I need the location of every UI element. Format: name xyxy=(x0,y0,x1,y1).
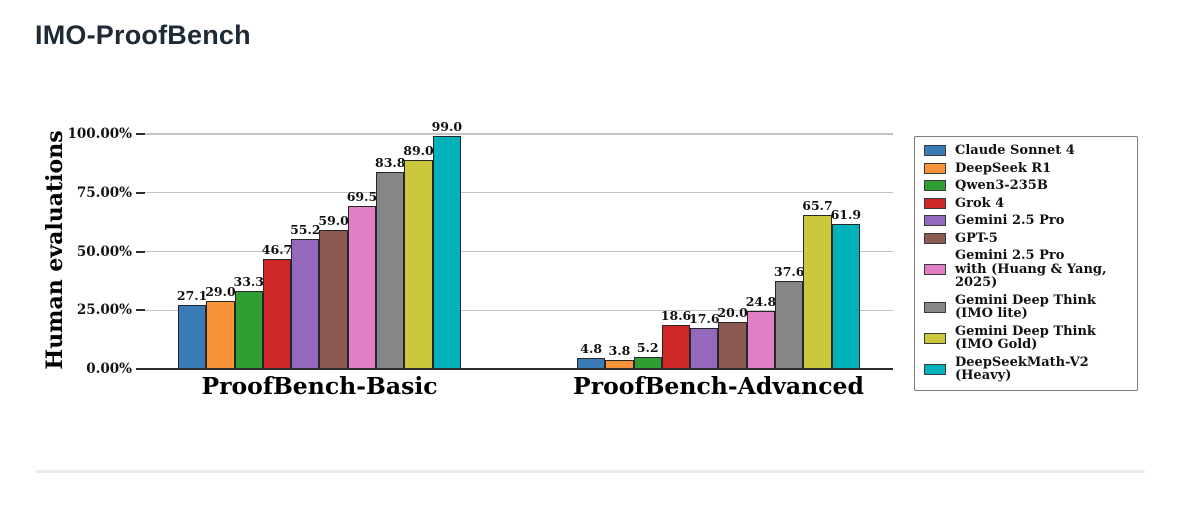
bar-value-label: 24.8 xyxy=(745,293,777,309)
legend-item-gpt-5: GPT-5 xyxy=(924,230,1128,246)
bar-claude-sonnet-4: 27.1 xyxy=(177,288,207,369)
gridline-50 xyxy=(145,250,893,253)
legend-item-grok-4: Grok 4 xyxy=(924,195,1128,211)
legend-label: Qwen3-235B xyxy=(955,178,1048,193)
legend-swatch xyxy=(924,197,946,209)
legend-item-deepseekmath-v2-heavy: DeepSeekMath-V2 (Heavy) xyxy=(924,354,1128,383)
bar-value-label: 33.3 xyxy=(233,273,264,289)
legend-item-qwen3-235b: Qwen3-235B xyxy=(924,179,1128,193)
legend-item-gemini-2-5-pro: Gemini 2.5 Pro xyxy=(924,214,1128,228)
legend-swatch xyxy=(924,363,946,375)
bar-value-label: 83.8 xyxy=(374,155,406,171)
bar-value-label: 27.1 xyxy=(176,288,208,304)
x-category-label: ProofBench-Advanced xyxy=(573,372,864,400)
bar-deepseek-r1: 3.8 xyxy=(605,343,634,369)
legend-item-claude-sonnet-4: Claude Sonnet 4 xyxy=(924,144,1128,158)
bar-deepseek-r1: 29.0 xyxy=(205,284,236,369)
bar-claude-sonnet-4: 4.8 xyxy=(577,341,606,369)
bar-value-label: 55.2 xyxy=(290,222,321,238)
y-tick-mark xyxy=(136,133,145,135)
bar-value-label: 46.7 xyxy=(261,242,293,258)
bar-value-label: 65.7 xyxy=(802,197,833,213)
bar-group-proofbench-basic: 27.1 29.0 33.3 46.7 55.2 59.0 69.5 83.8 89.0 99.0 xyxy=(177,119,462,369)
bar-deepseekmath-v2-heavy: 99.0 xyxy=(432,119,462,369)
y-tick-mark xyxy=(136,309,145,312)
bar-value-label: 20.0 xyxy=(717,305,748,320)
legend-item-gemini-2-5-pro: Gemini 2.5 Pro with (Huang & Yang, 2025) xyxy=(924,249,1128,290)
gridline-75 xyxy=(145,192,893,194)
bar-group-proofbench-advanced: 4.8 3.8 5.2 18.6 17.6 20.0 24.8 37.6 65.7 61.9 xyxy=(577,198,861,369)
bar-qwen3-235b: 5.2 xyxy=(633,340,662,369)
y-tick-label: 50.00% xyxy=(76,243,132,260)
legend-label: Claude Sonnet 4 xyxy=(955,143,1075,158)
bar-gemini-2-5-pro: 17.6 xyxy=(689,311,720,369)
legend-label: Gemini Deep Think (IMO lite) xyxy=(955,292,1096,321)
bar-value-label: 37.6 xyxy=(773,263,805,279)
legend-item-deepseek-r1: DeepSeek R1 xyxy=(924,160,1128,176)
legend-label: DeepSeek R1 xyxy=(955,160,1052,176)
plot-area: 0.00% 25.00% 50.00% 75.00% 100.00% 27.1 29.0 33… xyxy=(68,119,893,400)
legend-swatch xyxy=(924,301,946,313)
bar-value-label: 29.0 xyxy=(205,283,236,299)
chart-legend: Claude Sonnet 4 DeepSeek R1 Qwen3-235B Grok… xyxy=(914,136,1138,391)
bar-value-label: 61.9 xyxy=(830,206,862,222)
bar-value-label: 89.0 xyxy=(403,142,434,158)
bar-grok-4: 46.7 xyxy=(262,242,292,369)
bar-value-label: 99.0 xyxy=(431,119,463,135)
legend-swatch xyxy=(924,145,946,157)
bar-value-label: 5.2 xyxy=(636,339,659,355)
bar-gpt-5: 20.0 xyxy=(717,305,748,369)
legend-label: Grok 4 xyxy=(955,195,1005,211)
bar-gemini-2-5-pro: 24.8 xyxy=(746,294,776,369)
legend-swatch xyxy=(924,215,946,227)
legend-item-gemini-deep-think: Gemini Deep Think (IMO lite) xyxy=(924,292,1128,321)
y-tick-label: 25.00% xyxy=(76,302,132,319)
x-category-label: ProofBench-Basic xyxy=(201,372,438,400)
page-title: IMO-ProofBench xyxy=(35,20,251,50)
y-tick-mark xyxy=(136,368,145,370)
bar-qwen3-235b: 33.3 xyxy=(234,274,264,369)
y-tick-mark xyxy=(136,191,145,194)
gridline-100 xyxy=(145,133,893,135)
bar-value-label: 69.5 xyxy=(346,188,378,204)
bar-value-label: 59.0 xyxy=(318,213,349,229)
bar-deepseekmath-v2-heavy: 61.9 xyxy=(831,207,861,369)
bar-value-label: 4.8 xyxy=(580,340,603,356)
legend-swatch xyxy=(924,263,946,275)
y-tick-label: 100.00% xyxy=(67,126,133,142)
y-tick-label: 0.00% xyxy=(86,361,132,377)
legend-label: Gemini 2.5 Pro xyxy=(955,213,1065,228)
bottom-divider xyxy=(35,470,1145,473)
legend-swatch xyxy=(924,180,946,192)
bar-value-label: 17.6 xyxy=(689,310,720,326)
legend-label: Gemini Deep Think (IMO Gold) xyxy=(955,323,1096,352)
y-axis-title: Human evaluations xyxy=(42,130,68,370)
bar-value-label: 18.6 xyxy=(660,308,692,324)
bar-gpt-5: 59.0 xyxy=(318,213,349,369)
gridline-25 xyxy=(145,309,893,311)
y-tick-label: 75.00% xyxy=(76,184,132,201)
legend-label: DeepSeekMath-V2 (Heavy) xyxy=(955,354,1089,383)
bar-gemini-deep-think: 37.6 xyxy=(774,264,804,369)
bar-gemini-deep-think: 83.8 xyxy=(375,155,405,369)
bar-grok-4: 18.6 xyxy=(661,308,691,369)
x-axis-line xyxy=(145,368,893,370)
y-tick-mark xyxy=(136,250,145,253)
bar-gemini-deep-think: 89.0 xyxy=(403,143,434,369)
bar-gemini-2-5-pro: 55.2 xyxy=(290,222,321,369)
legend-swatch xyxy=(924,162,946,174)
legend-label: GPT-5 xyxy=(955,230,998,246)
legend-label: Gemini 2.5 Pro with (Huang & Yang, 2025) xyxy=(955,248,1107,290)
legend-swatch xyxy=(924,332,946,344)
bar-gemini-deep-think: 65.7 xyxy=(802,198,833,369)
legend-item-gemini-deep-think: Gemini Deep Think (IMO Gold) xyxy=(924,323,1128,352)
legend-swatch xyxy=(924,232,946,244)
bar-value-label: 3.8 xyxy=(608,343,631,359)
bar-gemini-2-5-pro: 69.5 xyxy=(347,189,377,369)
